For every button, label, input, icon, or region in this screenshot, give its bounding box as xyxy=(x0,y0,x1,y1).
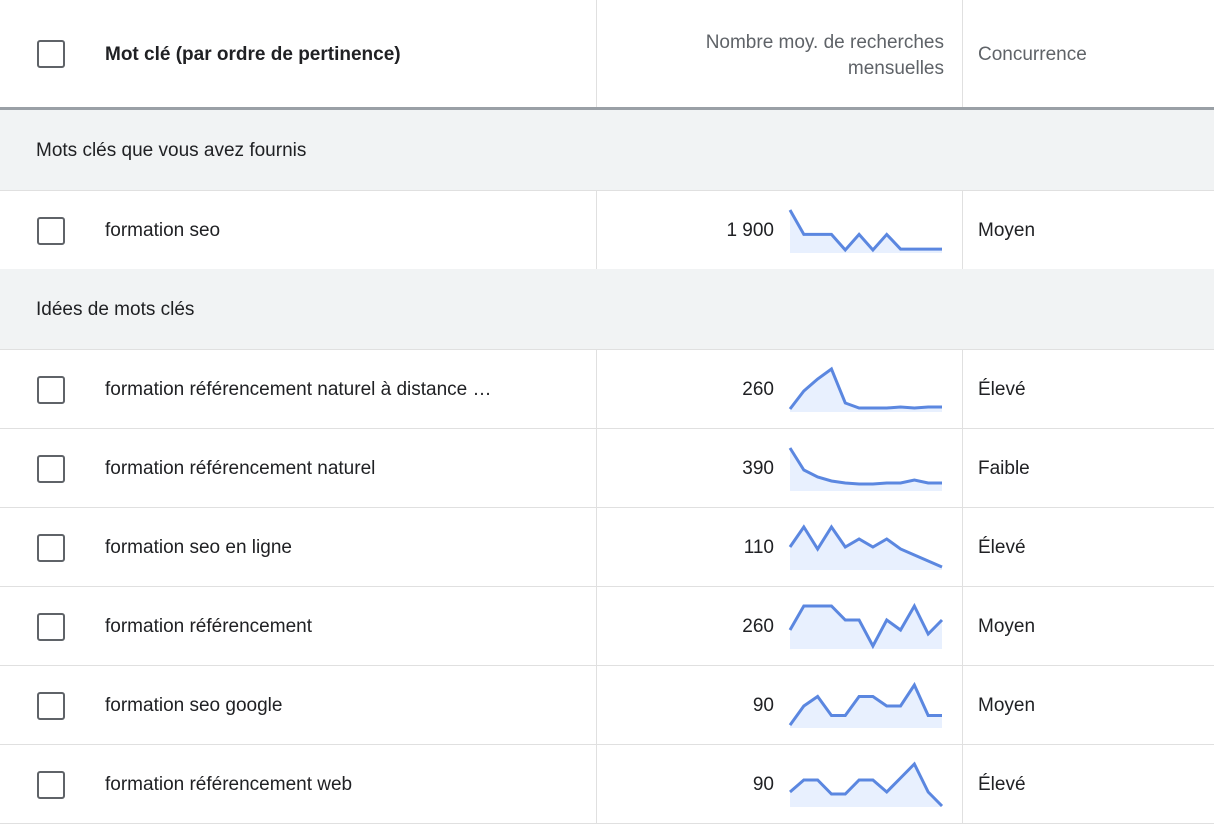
row-checkbox[interactable] xyxy=(37,692,65,720)
column-divider xyxy=(962,428,963,507)
searches-header[interactable]: Nombre moy. de recherches mensuelles xyxy=(705,32,944,79)
trend-area xyxy=(790,527,942,570)
competition: Élevé xyxy=(978,774,1026,795)
header-border xyxy=(0,107,1214,110)
row-border xyxy=(0,665,1214,666)
trend-sparkline xyxy=(788,447,942,491)
keyword: formation seo en ligne xyxy=(105,537,292,558)
keyword: formation référencement xyxy=(105,616,312,637)
trend-line xyxy=(788,681,942,726)
row-border xyxy=(0,428,1214,429)
column-divider xyxy=(596,586,597,665)
column-divider xyxy=(962,586,963,665)
section-row xyxy=(0,269,1214,349)
section-row xyxy=(0,110,1214,190)
row-checkbox[interactable] xyxy=(37,613,65,641)
row-checkbox[interactable] xyxy=(37,771,65,799)
competition: Élevé xyxy=(978,537,1026,558)
trend-line xyxy=(788,602,944,650)
searches: 260 xyxy=(742,379,774,400)
row-checkbox[interactable] xyxy=(37,376,65,404)
row-border xyxy=(0,349,1214,350)
column-divider xyxy=(962,190,963,269)
searches: 110 xyxy=(743,537,774,558)
row-border xyxy=(0,744,1214,745)
column-divider xyxy=(596,349,597,428)
column-divider xyxy=(596,665,597,744)
trend-sparkline xyxy=(788,366,942,412)
column-divider xyxy=(962,349,963,428)
trend-line xyxy=(788,366,942,410)
column-divider xyxy=(962,744,963,823)
row-border xyxy=(0,507,1214,508)
trend-line xyxy=(788,209,942,253)
keyword: formation seo xyxy=(105,220,221,241)
searches: 1 900 xyxy=(726,220,774,241)
keyword: formation référencement naturel à distan… xyxy=(105,379,492,400)
select-all-checkbox[interactable] xyxy=(37,40,65,68)
row-border xyxy=(0,823,1214,824)
row-checkbox[interactable] xyxy=(37,455,65,483)
trend-line xyxy=(788,524,943,569)
trend-line xyxy=(789,761,944,808)
trend-area xyxy=(790,685,942,728)
trend-area xyxy=(790,369,942,412)
competition: Moyen xyxy=(978,616,1036,637)
searches: 260 xyxy=(742,616,774,637)
keyword: formation seo google xyxy=(105,695,283,716)
column-divider xyxy=(962,0,963,108)
row-border xyxy=(0,190,1214,191)
trend-area xyxy=(790,210,942,253)
column-divider xyxy=(596,428,597,507)
column-divider xyxy=(596,190,597,269)
row-checkbox[interactable] xyxy=(37,217,65,245)
keyword-header[interactable]: Mot clé (par ordre de pertinence) xyxy=(105,44,401,65)
trend-line xyxy=(788,447,942,486)
searches: 390 xyxy=(742,458,774,479)
column-divider xyxy=(962,665,963,744)
trend-sparkline xyxy=(788,681,942,728)
section-title: Idées de mots clés xyxy=(36,299,195,320)
trend-area xyxy=(790,606,942,649)
trend-sparkline xyxy=(789,761,944,808)
column-divider xyxy=(596,744,597,823)
trend-sparkline xyxy=(788,209,942,253)
row-border xyxy=(0,586,1214,587)
row-checkbox[interactable] xyxy=(37,534,65,562)
competition: Moyen xyxy=(978,695,1036,716)
competition: Faible xyxy=(978,458,1030,479)
section-title: Mots clés que vous avez fournis xyxy=(36,140,307,161)
keyword: formation référencement web xyxy=(105,774,353,795)
trend-sparkline xyxy=(788,524,943,570)
column-divider xyxy=(596,507,597,586)
searches: 90 xyxy=(752,695,774,716)
competition-header[interactable]: Concurrence xyxy=(978,44,1087,65)
searches: 90 xyxy=(752,774,774,795)
competition: Moyen xyxy=(978,220,1036,241)
keyword: formation référencement naturel xyxy=(105,458,376,479)
column-divider xyxy=(962,507,963,586)
column-divider xyxy=(596,0,597,108)
trend-sparkline xyxy=(788,602,944,650)
competition: Élevé xyxy=(978,379,1026,400)
